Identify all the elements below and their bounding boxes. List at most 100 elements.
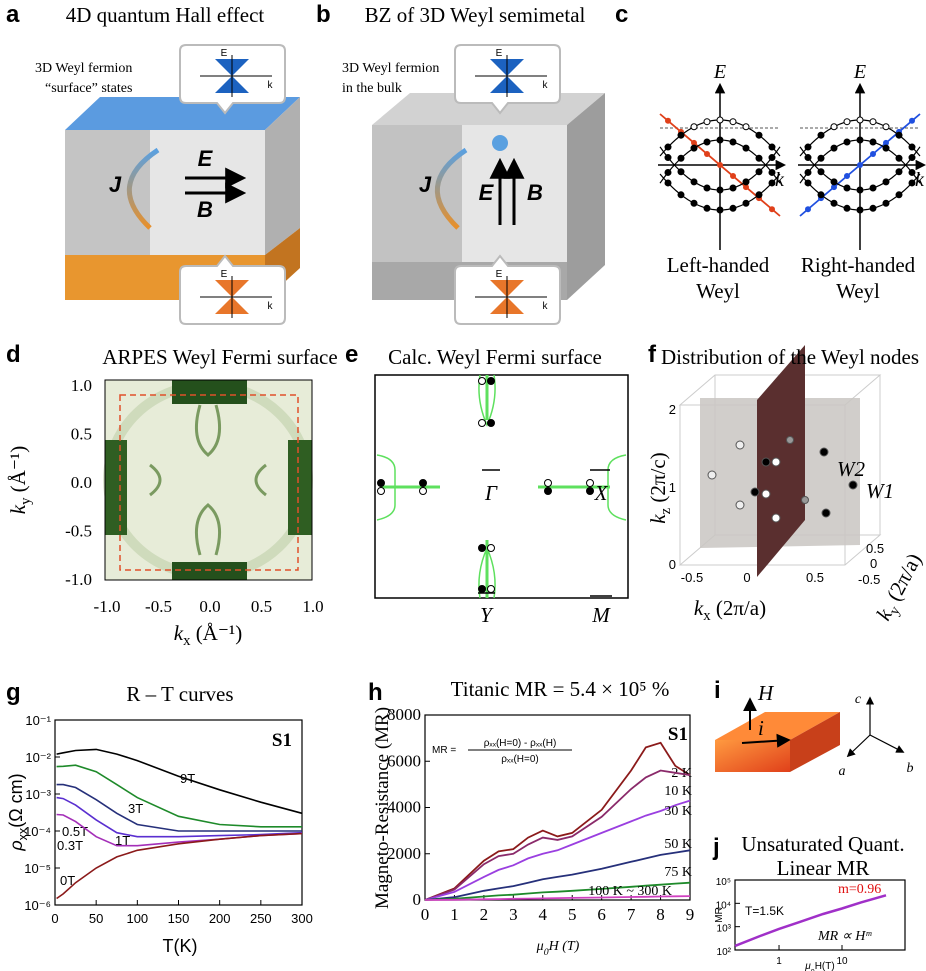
weyl-node: [492, 135, 508, 151]
x-tick-label: 2: [480, 905, 489, 924]
label: M: [591, 603, 611, 627]
top-face: [65, 97, 300, 130]
state: [843, 204, 851, 212]
label: E: [853, 61, 866, 83]
label: Γ: [484, 481, 498, 505]
x-tick-label: 1: [450, 905, 459, 924]
label: Right-handed: [801, 253, 916, 277]
series-line: [734, 894, 887, 948]
label: m=0.96: [838, 882, 881, 897]
state: [665, 117, 671, 124]
x-tick-label: 10: [836, 956, 848, 967]
x-tick-label: 8: [656, 905, 665, 924]
y-axis-label: MR: [714, 907, 725, 923]
label-main: μ: [536, 939, 544, 954]
state: [703, 118, 711, 126]
x-tick-label: 0: [421, 905, 430, 924]
label-rest: (Ω cm): [6, 773, 26, 827]
label: c: [855, 692, 862, 707]
y-tick-label: 6000: [387, 751, 421, 770]
label: e: [345, 341, 358, 368]
label-rest: H (T): [548, 939, 580, 954]
label: j: [712, 834, 720, 861]
label: ρₓₓ(H=0) - ρₓₓ(H): [484, 738, 557, 749]
label: Distribution of the Weyl nodes: [661, 345, 919, 369]
label-rest: (2π/a): [711, 596, 767, 620]
state: [817, 191, 825, 199]
label: E: [479, 180, 495, 205]
series-line: [56, 796, 303, 838]
label: k: [268, 80, 274, 91]
state: [908, 168, 916, 176]
state: [882, 123, 890, 131]
x-axis-label: T(K): [163, 936, 198, 956]
label: 0.5: [806, 570, 824, 585]
label: -0.5: [145, 597, 172, 616]
label: B: [197, 197, 213, 222]
y-tick-label: 10⁴: [716, 900, 731, 911]
y-tick-label: 10²: [717, 947, 732, 958]
state: [843, 118, 851, 126]
label-main: μ: [804, 961, 811, 971]
series-label: 100 K ~ 300 K: [588, 884, 672, 899]
state: [908, 179, 916, 187]
state: [677, 131, 685, 139]
series-line: [424, 881, 691, 901]
label: 1: [669, 480, 676, 495]
label-sub: 0: [544, 947, 549, 958]
label-sub: z: [658, 507, 674, 514]
state: [882, 199, 890, 207]
label: 3D Weyl fermion: [342, 61, 439, 76]
label: E: [713, 61, 726, 83]
state: [768, 168, 776, 176]
state: [817, 154, 825, 162]
y-tick-label: 4000: [387, 798, 421, 817]
current-arc: [434, 147, 468, 230]
state: [716, 186, 724, 194]
y-tick-label: 8000: [387, 705, 421, 724]
label: a: [839, 764, 846, 779]
state: [768, 154, 776, 162]
label: 1.0: [302, 597, 323, 616]
label: S1: [668, 724, 688, 745]
state: [895, 191, 903, 199]
label-rest: (2π/a): [879, 549, 926, 609]
label: b: [907, 761, 914, 776]
plot-frame: [424, 714, 691, 901]
state: [690, 144, 698, 152]
state: [742, 178, 750, 186]
x-tick-label: 0: [51, 911, 58, 926]
state: [830, 199, 838, 207]
series-label: 0T: [60, 873, 75, 888]
label: c: [615, 1, 628, 28]
label-rest: H(T): [815, 961, 835, 971]
state: [768, 143, 776, 151]
label: 0.0: [199, 597, 220, 616]
label: a: [6, 1, 20, 28]
state: [804, 154, 812, 162]
label: X: [594, 481, 609, 505]
y-tick-label: 10⁻³: [25, 787, 51, 802]
state: [869, 204, 877, 212]
x-tick-label: 6: [597, 905, 606, 924]
x-tick-label: 250: [250, 911, 272, 926]
state: [690, 178, 698, 186]
label: g: [6, 679, 21, 706]
label: W2: [837, 457, 865, 481]
label-main: ρ: [6, 840, 26, 851]
x-tick-label: 9: [686, 905, 695, 924]
label: Weyl: [836, 279, 880, 303]
calc-fermi-surface: [374, 374, 629, 599]
state: [690, 123, 698, 131]
y-tick-label: 10⁻⁴: [24, 824, 51, 839]
label: E: [496, 48, 503, 59]
state: [703, 138, 711, 146]
label-main: k: [6, 504, 30, 514]
label-sub: xx: [16, 827, 30, 840]
x-tick-label: 4: [539, 905, 548, 924]
state: [908, 143, 916, 151]
label: E: [221, 48, 228, 59]
sample-sketch: [715, 696, 905, 772]
state: [755, 191, 763, 199]
label: in the bulk: [342, 81, 402, 96]
